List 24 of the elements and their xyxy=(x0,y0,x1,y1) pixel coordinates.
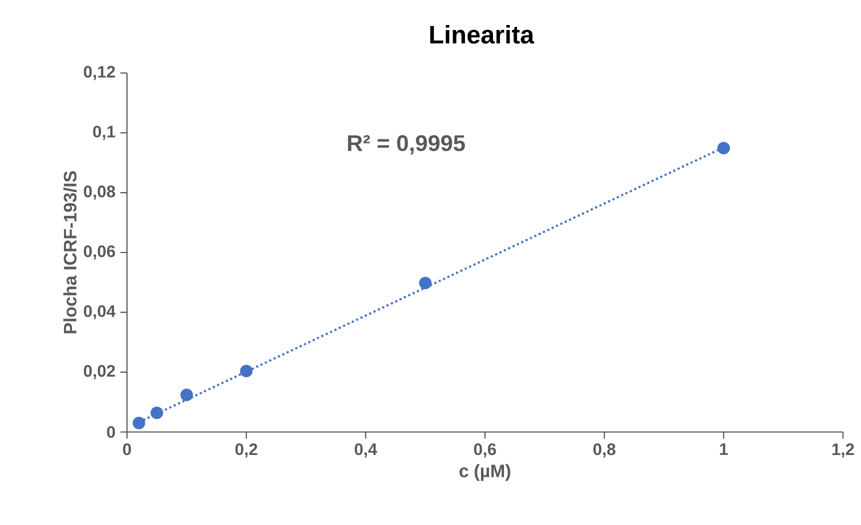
y-tick-label: 0,04 xyxy=(84,305,116,320)
annotation: R² = 0,9995 xyxy=(348,135,465,154)
chart-title: Linearita xyxy=(430,25,534,44)
x-tick-label: 1 xyxy=(720,443,728,455)
y-axis-title: Plocha ICRF-193/IS xyxy=(63,171,77,334)
y-tick-label: 0,06 xyxy=(84,245,116,260)
point xyxy=(419,276,432,290)
x-tick-label: 1,2 xyxy=(832,443,854,458)
x-tick-label: 0 xyxy=(123,443,131,456)
point xyxy=(132,416,146,430)
y-tick-label: 0,08 xyxy=(84,186,116,200)
y-tick-label: 0 xyxy=(107,426,115,438)
y-tick-label: 0,02 xyxy=(84,365,115,380)
x-tick-label: 0,2 xyxy=(235,443,258,458)
point xyxy=(180,388,193,402)
x-tick-label: 0,8 xyxy=(593,443,616,458)
y-tick-label: 0,1 xyxy=(93,126,116,140)
x-axis-title: c (µM) xyxy=(460,464,510,481)
point xyxy=(150,406,164,420)
point xyxy=(240,364,253,378)
x-tick-label: 0,6 xyxy=(474,443,496,458)
y-tick-label: 0,12 xyxy=(84,66,115,80)
x-tick-label: 0,4 xyxy=(354,443,378,458)
point xyxy=(717,142,730,154)
